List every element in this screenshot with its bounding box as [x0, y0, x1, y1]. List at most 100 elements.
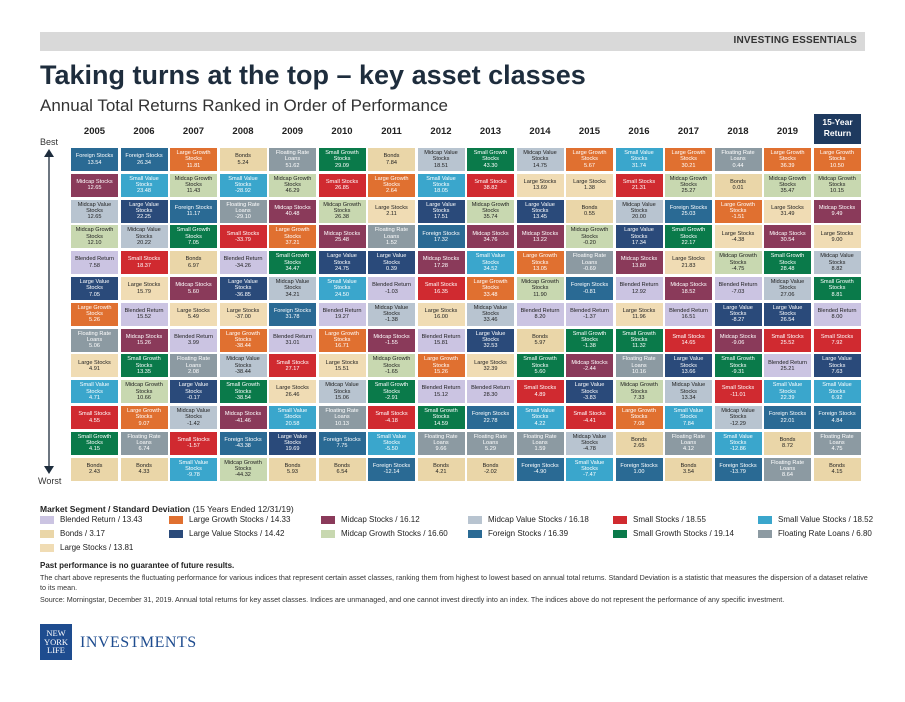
cell-return-value: 34.47 [285, 265, 300, 272]
legend-swatch [40, 529, 54, 538]
cell-return-value: 9.07 [138, 420, 150, 427]
cell-asset-name: Small Growth Stocks [226, 382, 260, 395]
cell-asset-name: Large Value Stocks [376, 253, 407, 266]
cell-return-value: 1.59 [534, 446, 546, 453]
cell-return-value: 25.21 [780, 365, 795, 372]
year-header: 2014 [529, 126, 551, 137]
cell-asset-name: Midcap Value Stocks [127, 227, 161, 240]
year-header: 2018 [727, 126, 749, 137]
return-cell: Blended Return -1.03 [368, 277, 415, 300]
cell-asset-name: Small Growth Stocks [572, 330, 607, 343]
year-header: 2010 [331, 126, 353, 137]
page-subtitle: Annual Total Returns Ranked in Order of … [40, 96, 448, 115]
year-header: 2007 [182, 126, 205, 137]
cell-return-value: 17.51 [434, 214, 448, 221]
cell-asset-name: Bonds [482, 462, 499, 469]
cell-return-value: 21.31 [632, 185, 646, 192]
cell-return-value: 22.39 [780, 394, 795, 401]
cell-return-value: -34.26 [235, 262, 251, 269]
legend-swatch [40, 515, 54, 524]
return-cell: Midcap Growth Stocks 46.29 [269, 173, 316, 197]
return-cell: Small Value Stocks 23.48 [120, 173, 168, 197]
cell-return-value: 19.69 [285, 446, 300, 453]
return-cell: Large Value Stocks 19.69 [269, 431, 316, 455]
cell-return-value: -13.79 [730, 469, 746, 476]
cell-asset-name: Floating Rate Loans [572, 253, 607, 266]
cell-asset-name: Floating Rate Loans [325, 408, 359, 421]
cell-asset-name: Small Stocks [424, 282, 458, 289]
return-cell: Large Stocks 1.38 [566, 173, 613, 197]
cell-return-value: 22.25 [137, 214, 151, 221]
cell-return-value: -4.90 [533, 469, 547, 476]
return-cell: Floating Rate Loans -0.69 [566, 251, 613, 275]
legend-label: Large Growth Stocks / 14.33 [189, 515, 291, 524]
return-cell: Large Value Stocks 17.34 [615, 225, 663, 249]
return-cell: Large Value Stocks 17.51 [417, 199, 465, 223]
return-cell: Large Value Stocks -0.17 [170, 380, 217, 404]
cell-asset-name: Midcap Growth Stocks [224, 459, 262, 472]
legend-title: Market Segment / Standard Deviation (15 … [40, 504, 294, 514]
cell-asset-name: Small Stocks [325, 179, 359, 185]
return-cell: Large Value Stocks -36.85 [219, 277, 267, 300]
cell-asset-name: Large Growth Stocks [622, 408, 656, 421]
cell-asset-name: Midcap Growth Stocks [669, 175, 708, 189]
cell-asset-name: Small Value Stocks [574, 459, 605, 472]
cell-return-value: 9.66 [435, 446, 447, 453]
return-cell: Foreign Stocks 25.03 [665, 199, 712, 223]
return-cell: Midcap Value Stocks 18.51 [417, 148, 465, 171]
cell-asset-name: Small Value Stocks [475, 253, 506, 266]
return-cell: Floating Rate Loans 6.74 [120, 431, 168, 455]
cell-asset-name: Large Growth Stocks [424, 356, 458, 369]
cell-asset-name: Midcap Value Stocks [721, 408, 755, 421]
cell-asset-name: Foreign Stocks [768, 411, 807, 418]
page-title: Taking turns at the top – key asset clas… [40, 60, 586, 90]
cell-return-value: -0.69 [583, 265, 596, 272]
cell-asset-name: Floating Rate Loans [473, 433, 508, 447]
return-cell: Midcap Value Stocks 34.21 [269, 277, 316, 300]
cell-asset-name: Midcap Growth Stocks [125, 382, 163, 395]
cell-asset-name: Large Value Stocks [772, 304, 803, 318]
legend-item: Blended Return / 13.43 [40, 515, 142, 524]
year-header: 2019 [776, 126, 799, 137]
return-cell: Bonds 4.21 [417, 457, 465, 481]
return-cell: Foreign Stocks 13.54 [71, 148, 118, 171]
legend-title-text: Market Segment / Standard Deviation [40, 504, 191, 514]
cell-asset-name: Midcap Value Stocks [374, 304, 409, 318]
cell-return-value: -2.44 [583, 365, 596, 372]
cell-asset-name: Small Stocks [820, 333, 854, 340]
cell-asset-name: Blended Return [520, 308, 560, 314]
cell-asset-name: Foreign Stocks [471, 411, 510, 418]
cell-return-value: 26.34 [137, 159, 151, 166]
cell-asset-name: Blended Return [174, 333, 213, 340]
cell-return-value: 5.67 [584, 162, 595, 169]
return-cell: Midcap Value Stocks 14.75 [516, 148, 564, 171]
return-cell: Small Stocks -4.41 [566, 406, 613, 429]
cell-return-value: 15.81 [434, 340, 448, 347]
return-cell: Small Value Stocks -9.78 [170, 457, 217, 481]
cell-return-value: 25.27 [681, 188, 696, 195]
cell-return-value: 4.91 [89, 365, 100, 372]
cell-return-value: -38.54 [235, 394, 251, 401]
cell-asset-name: Large Value Stocks [723, 304, 753, 318]
cell-asset-name: Small Growth Stocks [127, 356, 161, 369]
return-cell: Small Stocks -33.79 [219, 225, 267, 249]
cell-return-value: 29.09 [335, 162, 349, 169]
cell-return-value: 19.27 [335, 314, 349, 321]
year-header: 2017 [677, 126, 700, 137]
return-cell: Floating Rate Loans 1.52 [368, 225, 415, 249]
return-cell: Blended Return -1.37 [566, 302, 613, 326]
year-header: 2005 [83, 126, 106, 137]
return-cell: Midcap Value Stocks -1.38 [368, 302, 415, 326]
legend-item: Foreign Stocks / 16.39 [468, 529, 568, 538]
legend-label: Large Value Stocks / 14.42 [189, 529, 285, 538]
cell-asset-name: Large Stocks [78, 359, 111, 366]
banner-text: INVESTING ESSENTIALS [733, 35, 857, 46]
return-cell: Bonds 5.93 [269, 457, 316, 481]
cell-return-value: 15.51 [335, 365, 349, 372]
cell-asset-name: Small Growth Stocks [325, 150, 359, 163]
return-cell: Large Growth Stocks 2.64 [368, 173, 415, 197]
cell-return-value: -0.17 [187, 394, 200, 401]
cell-return-value: 10.15 [830, 188, 844, 195]
cell-return-value: 16.00 [434, 314, 448, 321]
return-cell: Blended Return -34.26 [219, 251, 267, 275]
